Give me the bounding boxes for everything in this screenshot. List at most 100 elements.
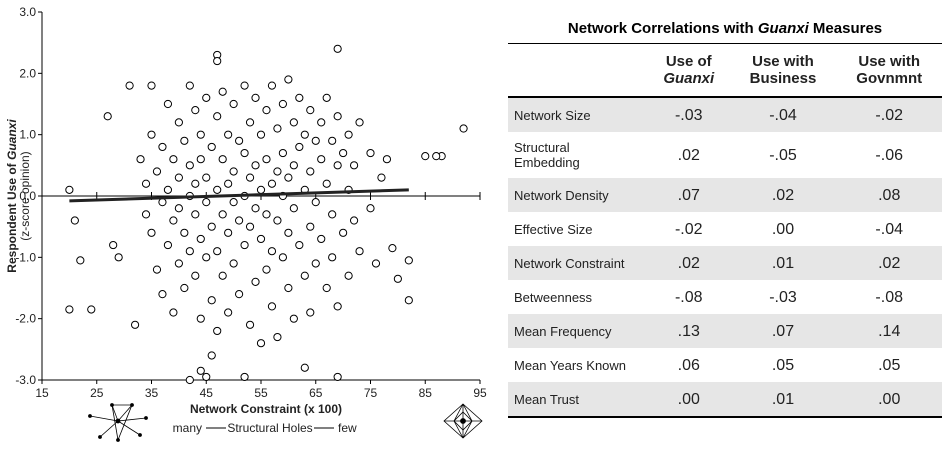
point [174, 118, 183, 127]
table-row: Network Size -.03 -.04 -.02 [508, 97, 942, 132]
point [333, 372, 342, 382]
point [295, 240, 304, 250]
point [191, 210, 200, 219]
point [421, 152, 430, 161]
point [284, 173, 293, 182]
point [163, 240, 173, 250]
point [235, 216, 244, 225]
point [267, 302, 277, 311]
icon-few [443, 403, 483, 439]
point [393, 274, 402, 283]
point [229, 99, 238, 109]
point [388, 244, 397, 253]
point [109, 240, 118, 250]
point [202, 372, 211, 382]
point [202, 198, 211, 207]
cell: .02 [648, 246, 730, 280]
point [404, 296, 413, 305]
point [224, 179, 233, 188]
point [339, 228, 348, 237]
point [169, 308, 178, 317]
point [87, 305, 96, 314]
point [245, 173, 255, 182]
table-row: Network Density .07.02.08 [508, 178, 942, 212]
row-label: Network Density [508, 178, 648, 212]
table-row: Structural Embedding .02 -.05 -.06 [508, 132, 942, 178]
point [158, 142, 167, 152]
point [245, 118, 255, 127]
point [218, 87, 227, 96]
point [152, 265, 162, 274]
icon-many [88, 403, 148, 442]
point [174, 204, 183, 213]
x-sub-holes: Structural Holes [227, 421, 312, 435]
point [344, 271, 353, 280]
point [289, 118, 298, 127]
table-panel: Network Correlations with Guanxi Measure… [508, 20, 942, 418]
y-axis-label-part: Respondent Use of [5, 160, 19, 273]
point [317, 155, 326, 164]
cell: .07 [648, 178, 730, 212]
point [333, 112, 342, 121]
point [251, 161, 260, 170]
point [251, 204, 260, 213]
point [169, 216, 178, 225]
point [371, 259, 381, 268]
cell: -.04 [875, 220, 903, 238]
point [295, 142, 304, 152]
point [180, 228, 189, 237]
cell: .06 [677, 356, 700, 374]
cell: .01 [729, 382, 837, 418]
point [207, 222, 216, 231]
cell: -.02 [836, 97, 942, 132]
point [267, 179, 277, 188]
column-header: Use with Govnmnt [836, 44, 942, 98]
point [158, 198, 167, 207]
point [306, 222, 315, 231]
point [404, 256, 413, 265]
point [306, 308, 315, 317]
table-row: Mean Years Known .06 .05 .05 [508, 348, 942, 382]
x-sub-few: few [338, 421, 357, 435]
point [262, 265, 271, 274]
point [163, 99, 173, 109]
point [284, 228, 293, 237]
point [349, 216, 359, 225]
cell: .08 [836, 178, 942, 212]
x-sub-many: many [173, 421, 202, 435]
x-tick-label: 85 [419, 386, 433, 400]
point [322, 283, 331, 293]
cell: .05 [771, 356, 795, 374]
point [333, 302, 342, 311]
point [240, 240, 249, 250]
row-label-line: Embedding [514, 155, 580, 170]
point [366, 148, 375, 158]
row-label: Effective Size [514, 221, 593, 237]
point [366, 204, 375, 213]
point [169, 155, 178, 164]
header-row: Use of Guanxi Use with Business Use with Govn… [508, 44, 942, 98]
point [273, 167, 282, 176]
point [213, 247, 222, 256]
cell: -.03 [769, 288, 797, 306]
point [262, 210, 271, 219]
title-part: Measures [808, 20, 883, 37]
cell: .02 [836, 246, 942, 280]
point [141, 210, 151, 219]
point [273, 216, 282, 225]
point [224, 228, 233, 237]
point [256, 339, 266, 348]
point [163, 185, 173, 194]
point [196, 234, 205, 244]
y-axis-label-part: Guanxi [5, 119, 19, 160]
point [328, 136, 337, 145]
row-label-line: Structural [514, 140, 570, 155]
point [267, 81, 277, 90]
point [136, 155, 145, 164]
x-axis-label: Network Constraint (x 100) [190, 402, 342, 416]
point [349, 161, 359, 170]
point [103, 112, 112, 121]
point [147, 130, 156, 139]
point [224, 130, 233, 139]
point [174, 173, 183, 182]
